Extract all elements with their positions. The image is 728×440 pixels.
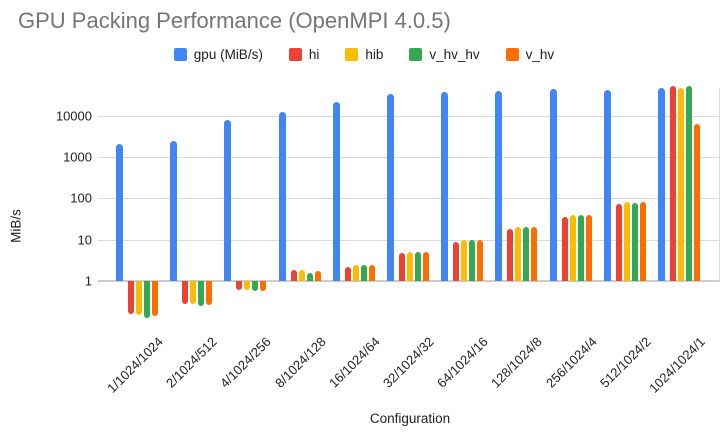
bar-hi-32-1024-32[interactable]	[399, 252, 405, 281]
legend-swatch-icon	[288, 48, 302, 61]
x-tick-label: 16/1024/64	[325, 334, 383, 391]
legend-swatch-icon	[409, 48, 423, 61]
bar-hi-256-1024-4[interactable]	[561, 217, 568, 281]
legend-swatch-icon	[505, 48, 519, 61]
x-axis-baseline	[98, 280, 720, 282]
bar-hi-1024-1024-1[interactable]	[670, 86, 676, 281]
bar-hib-2-1024-512[interactable]	[190, 281, 197, 305]
bar-v-hv-32-1024-32[interactable]	[423, 252, 429, 281]
gridline	[98, 239, 720, 241]
bar-gpu-mib-s-512-1024-2[interactable]	[603, 90, 611, 281]
legend-swatch-icon	[173, 48, 187, 61]
x-tick-label: 32/1024/32	[380, 334, 437, 391]
bar-v-hv-128-1024-8[interactable]	[531, 227, 538, 281]
bar-v-hv-hv-1024-1024-1[interactable]	[686, 86, 692, 281]
bar-hi-4-1024-256[interactable]	[236, 281, 243, 290]
bar-hi-512-1024-2[interactable]	[615, 203, 622, 281]
y-tick-label: 10000	[55, 108, 92, 124]
bar-v-hv-16-1024-64[interactable]	[368, 265, 375, 281]
bar-hi-64-1024-16[interactable]	[453, 241, 460, 281]
bar-hi-8-1024-128[interactable]	[290, 270, 297, 281]
legend-label: gpu (MiB/s)	[193, 47, 263, 62]
x-tick-label: 1024/1024/1	[646, 334, 708, 396]
bar-gpu-mib-s-32-1024-32[interactable]	[387, 94, 394, 281]
bar-v-hv-8-1024-128[interactable]	[314, 271, 321, 281]
chart-title: GPU Packing Performance (OpenMPI 4.0.5)	[18, 8, 451, 33]
bar-hi-2-1024-512[interactable]	[182, 281, 189, 305]
bar-hib-1-1024-1024[interactable]	[136, 281, 142, 316]
bar-gpu-mib-s-8-1024-128[interactable]	[278, 111, 286, 281]
bar-hi-128-1024-8[interactable]	[507, 229, 514, 281]
bar-v-hv-hv-512-1024-2[interactable]	[631, 202, 638, 281]
legend-item-hib: hib	[345, 47, 383, 62]
legend-swatch-icon	[345, 48, 359, 61]
legend-item-gpu-mib-s: gpu (MiB/s)	[173, 47, 263, 62]
bar-gpu-mib-s-1-1024-1024[interactable]	[116, 143, 123, 281]
bar-v-hv-hv-4-1024-256[interactable]	[252, 281, 259, 291]
bar-hi-1-1024-1024[interactable]	[128, 281, 134, 314]
bar-v-hv-hv-16-1024-64[interactable]	[360, 264, 367, 281]
bar-v-hv-hv-256-1024-4[interactable]	[577, 214, 584, 281]
x-tick-label: 128/1024/8	[488, 334, 546, 391]
bar-v-hv-hv-8-1024-128[interactable]	[306, 272, 313, 281]
bar-v-hv-hv-128-1024-8[interactable]	[523, 227, 530, 281]
gridline	[98, 115, 720, 117]
y-tick-label: 100	[70, 190, 92, 206]
bar-hib-128-1024-8[interactable]	[515, 227, 522, 281]
bar-v-hv-2-1024-512[interactable]	[206, 281, 213, 306]
bar-gpu-mib-s-256-1024-4[interactable]	[549, 89, 557, 281]
x-tick-label: 64/1024/16	[434, 334, 491, 391]
bar-v-hv-1-1024-1024[interactable]	[152, 281, 158, 317]
legend-item-v-hv-hv: v_hv_hv	[409, 47, 480, 62]
x-axis-title: Configuration	[369, 411, 451, 426]
x-tick-label: 2/1024/512	[163, 334, 220, 391]
bar-v-hv-hv-2-1024-512[interactable]	[198, 281, 205, 306]
bar-v-hv-hv-64-1024-16[interactable]	[469, 239, 476, 281]
gridline	[98, 157, 720, 159]
bar-gpu-mib-s-128-1024-8[interactable]	[495, 90, 503, 281]
x-tick-label: 512/1024/2	[596, 334, 654, 391]
bar-v-hv-4-1024-256[interactable]	[260, 281, 267, 291]
bar-gpu-mib-s-16-1024-64[interactable]	[332, 101, 340, 281]
bar-v-hv-hv-32-1024-32[interactable]	[415, 252, 421, 281]
bar-gpu-mib-s-4-1024-256[interactable]	[224, 120, 232, 281]
legend-label: v_hv	[525, 47, 555, 62]
bar-gpu-mib-s-64-1024-16[interactable]	[441, 91, 449, 281]
bar-hib-64-1024-16[interactable]	[461, 239, 468, 281]
plot-right-border	[719, 88, 720, 282]
y-tick-label: 1000	[63, 149, 92, 165]
legend-label: v_hv_hv	[429, 47, 480, 62]
y-tick-label: 10	[77, 232, 92, 248]
bar-hib-8-1024-128[interactable]	[298, 270, 305, 281]
bar-hib-1024-1024-1[interactable]	[678, 88, 684, 281]
x-tick-label: 8/1024/128	[271, 334, 329, 391]
bar-hib-32-1024-32[interactable]	[407, 252, 413, 281]
bar-hib-16-1024-64[interactable]	[352, 265, 359, 281]
gridline	[98, 198, 720, 200]
x-tick-label: 4/1024/256	[217, 334, 275, 391]
bar-gpu-mib-s-1024-1024-1[interactable]	[658, 88, 665, 281]
x-tick-label: 256/1024/4	[542, 334, 600, 391]
bar-hi-16-1024-64[interactable]	[344, 266, 351, 281]
bar-v-hv-hv-1-1024-1024[interactable]	[144, 281, 150, 318]
bar-hib-256-1024-4[interactable]	[569, 214, 576, 281]
y-tick-label: 1	[84, 273, 92, 289]
y-axis-title: MiB/s	[8, 209, 24, 243]
bar-v-hv-1024-1024-1[interactable]	[694, 124, 700, 281]
x-tick-label: 1/1024/1024	[104, 334, 166, 396]
bar-hib-512-1024-2[interactable]	[623, 202, 630, 281]
legend-label: hi	[308, 47, 320, 62]
legend-item-v-hv: v_hv	[505, 47, 555, 62]
bar-hib-4-1024-256[interactable]	[244, 281, 251, 291]
legend-label: hib	[365, 47, 384, 62]
bar-v-hv-64-1024-16[interactable]	[477, 239, 484, 281]
bar-v-hv-256-1024-4[interactable]	[585, 214, 592, 281]
legend: gpu (MiB/s) hi hib v_hv_hv v_hv	[0, 47, 728, 62]
bar-gpu-mib-s-2-1024-512[interactable]	[170, 141, 178, 281]
bar-v-hv-512-1024-2[interactable]	[639, 202, 646, 281]
legend-item-hi: hi	[288, 47, 320, 62]
